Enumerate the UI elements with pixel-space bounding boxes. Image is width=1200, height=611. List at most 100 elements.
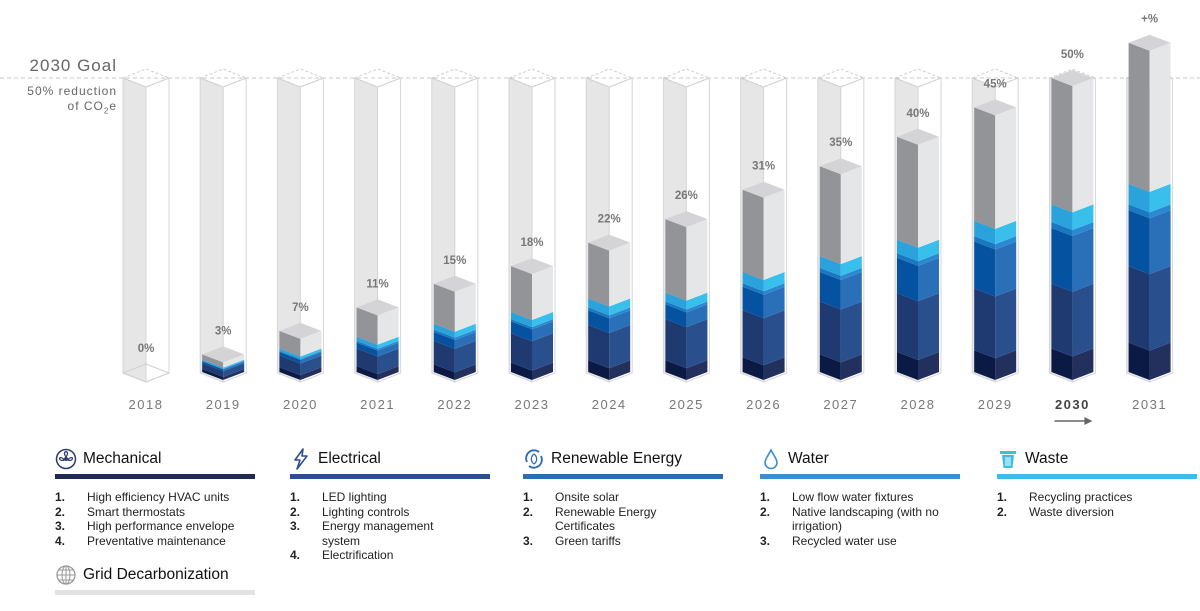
x-tick-label: 2031	[1132, 397, 1167, 412]
segment-waste-right	[1072, 204, 1094, 231]
segment-mechanical	[742, 357, 764, 380]
segment-renewable-energy-right	[918, 257, 939, 302]
goal-title: 2030 Goal	[29, 56, 117, 75]
segment-electrical-right	[686, 319, 708, 369]
ghost-top	[198, 68, 248, 88]
segment-electrical	[202, 363, 224, 378]
segment-grid-decarbonization	[1051, 78, 1073, 213]
legend-renewable-energy: Renewable Energy 1. Onsite solar 2. Renewabl…	[523, 446, 723, 548]
segment-renewable-energy-right	[763, 286, 785, 319]
segment-waste	[819, 256, 841, 276]
x-tick-label: 2024	[592, 397, 627, 412]
bar-2030: 50% 2030	[1048, 49, 1097, 425]
segment-grid-decarbonization	[819, 166, 841, 265]
x-tick-label: 2030	[1055, 397, 1090, 412]
segment-mechanical	[974, 350, 996, 380]
segment-electrical-right	[609, 324, 631, 369]
segment-electrical-right	[918, 293, 939, 361]
segment-waste	[665, 292, 687, 310]
legend-list: 1. Low flow water fixtures 2. Native landsc…	[760, 490, 960, 548]
segment-grid-decarbonization	[279, 330, 301, 357]
segment-water	[588, 307, 610, 319]
segment-waste	[897, 239, 918, 262]
bar-top	[511, 258, 553, 275]
segment-water	[974, 236, 996, 250]
segment-waste-right	[300, 348, 322, 359]
list-item: 3. High performance envelope	[55, 519, 235, 533]
list-item: 2. Smart thermostats	[55, 504, 186, 519]
legend-mechanical: Mechanical 1. High efficiency HVAC units 2.…	[55, 446, 255, 548]
segment-waste-right	[763, 272, 785, 292]
ghost-top	[662, 68, 711, 88]
segment-electrical-right	[300, 355, 322, 376]
bar-top	[819, 158, 862, 175]
ghost-top	[276, 68, 325, 88]
legend-list: 1. Onsite solar 2. Renewable Energy Certifi…	[523, 490, 723, 548]
segment-grid-decarbonization-right	[300, 330, 322, 357]
x-tick-label: 2019	[206, 397, 241, 412]
segment-electrical-right	[763, 310, 785, 366]
segment-water-right	[377, 340, 399, 351]
segment-water-right	[840, 267, 862, 281]
ghost-top	[816, 68, 866, 88]
segment-grid-decarbonization	[974, 107, 996, 229]
legend-color-bar	[523, 474, 723, 479]
list-item: 2. Waste diversion	[997, 504, 1114, 519]
segment-mechanical-right	[454, 364, 476, 380]
segment-mechanical-right	[1149, 342, 1171, 380]
segment-mechanical	[897, 352, 918, 380]
segment-renewable-energy	[1051, 227, 1073, 292]
segment-electrical	[742, 310, 764, 366]
bar-2027: 35% 2027	[816, 68, 866, 412]
segment-waste	[1051, 204, 1073, 231]
segment-electrical	[356, 348, 378, 375]
segment-waste-right	[918, 239, 939, 262]
list-item: 2. Native landscaping (with no irrigation…	[760, 504, 939, 534]
segment-renewable-energy-right	[300, 352, 322, 364]
segment-electrical	[588, 324, 610, 369]
segment-electrical-right	[995, 288, 1017, 359]
legend-title: Water	[788, 450, 829, 467]
segment-mechanical	[202, 369, 224, 380]
bar-2025: 26% 2025	[662, 68, 711, 412]
legend-header: Waste	[997, 446, 1197, 472]
segment-waste-right	[377, 336, 399, 349]
segment-waste	[511, 312, 532, 328]
segment-electrical	[974, 288, 996, 359]
segment-water-right	[918, 253, 939, 266]
bar-2029: 45% 2029	[970, 68, 1020, 412]
segment-waste-right	[995, 220, 1017, 245]
stacked-bar-chart: 0% 2018 3% 2019 7% 2020 11% 2021 15% 2022 18% 2023 2…	[0, 14, 1200, 425]
segment-grid-decarbonization	[356, 307, 378, 345]
segment-mechanical-right	[686, 360, 708, 380]
bar-2021: 11% 2021	[353, 68, 402, 412]
bar-2031: +% 2031	[1125, 14, 1174, 412]
segment-electrical-right	[454, 340, 476, 373]
legend-header: Electrical	[290, 446, 490, 472]
legend-header: Renewable Energy	[523, 446, 723, 472]
segment-mechanical	[279, 367, 301, 380]
ghost-top	[584, 68, 634, 88]
segment-waste-right	[454, 323, 476, 338]
segment-electrical-right	[840, 301, 862, 363]
segment-renewable-energy-right	[609, 310, 631, 333]
segment-water	[356, 340, 378, 351]
water-drop-icon	[764, 448, 778, 470]
segment-water	[665, 301, 687, 313]
segment-grid-decarbonization-right	[223, 354, 245, 368]
fan-icon	[55, 448, 77, 470]
arrow-right-icon	[1084, 417, 1093, 425]
x-tick-label: 2022	[437, 397, 472, 412]
bar-top	[1128, 34, 1171, 51]
segment-waste	[433, 323, 455, 338]
segment-renewable-energy	[356, 342, 378, 357]
list-item: 3. Energy management system	[290, 519, 434, 548]
segment-water-right	[686, 301, 708, 313]
bar-base	[121, 363, 171, 383]
ghost-top	[353, 68, 402, 88]
ghost-top	[121, 68, 171, 88]
segment-grid-decarbonization-right	[840, 166, 862, 265]
ghost-top	[970, 68, 1020, 88]
legend-color-bar	[997, 474, 1197, 479]
legend-header: Grid Decarbonization	[55, 562, 255, 588]
